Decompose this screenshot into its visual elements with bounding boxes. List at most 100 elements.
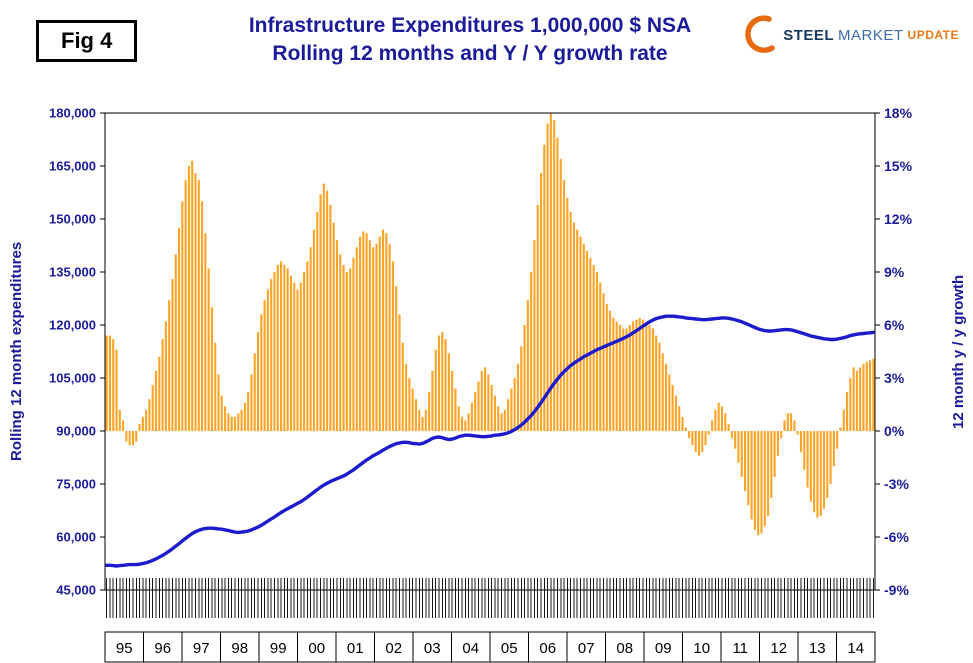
growth-bar bbox=[513, 378, 516, 431]
growth-bar bbox=[869, 360, 872, 431]
growth-bar bbox=[549, 113, 552, 431]
year-label: 10 bbox=[693, 640, 710, 657]
growth-bar bbox=[859, 367, 862, 431]
right-tick-label: 6% bbox=[884, 317, 905, 333]
year-label: 08 bbox=[616, 640, 633, 657]
right-tick-label: 18% bbox=[884, 105, 913, 121]
growth-bar bbox=[526, 300, 529, 431]
growth-bar bbox=[615, 321, 618, 431]
growth-bar bbox=[207, 268, 210, 431]
growth-bar bbox=[799, 431, 803, 453]
logo-swoosh-icon bbox=[745, 15, 775, 53]
right-tick-label: 3% bbox=[884, 370, 905, 386]
left-tick-label: 180,000 bbox=[49, 106, 96, 121]
left-tick-label: 135,000 bbox=[49, 265, 96, 280]
growth-bar bbox=[365, 233, 368, 431]
growth-bar bbox=[813, 431, 816, 513]
growth-bar bbox=[349, 268, 352, 431]
growth-bar bbox=[335, 240, 339, 431]
growth-bar bbox=[632, 321, 635, 431]
year-cell bbox=[643, 631, 683, 663]
growth-bar bbox=[309, 247, 312, 431]
year-label: 02 bbox=[385, 640, 402, 657]
growth-bar bbox=[243, 402, 246, 431]
growth-bar bbox=[441, 332, 444, 431]
growth-bar bbox=[740, 431, 743, 477]
growth-bar bbox=[247, 392, 250, 431]
growth-bar bbox=[158, 356, 161, 431]
growth-bar bbox=[138, 423, 141, 431]
growth-bar bbox=[457, 406, 460, 431]
growth-bar bbox=[388, 243, 391, 431]
growth-bar bbox=[839, 427, 842, 431]
growth-bar bbox=[536, 204, 539, 431]
growth-bar bbox=[566, 197, 569, 431]
left-tick-label: 105,000 bbox=[49, 371, 96, 386]
growth-bar bbox=[760, 431, 763, 534]
growth-bar bbox=[368, 240, 371, 431]
growth-bar bbox=[174, 254, 177, 431]
growth-bar bbox=[806, 431, 809, 488]
growth-bar bbox=[671, 385, 674, 431]
right-tick-label: 9% bbox=[884, 264, 905, 280]
growth-bar bbox=[579, 236, 582, 431]
growth-bar bbox=[628, 325, 631, 431]
growth-bar bbox=[464, 420, 467, 431]
year-label: 09 bbox=[655, 640, 672, 657]
right-tick-label: -3% bbox=[884, 476, 909, 492]
growth-bar bbox=[605, 303, 608, 431]
left-tick-label: 60,000 bbox=[56, 530, 96, 545]
growth-bar bbox=[862, 363, 865, 431]
growth-bar bbox=[418, 409, 421, 431]
growth-bar bbox=[648, 325, 651, 431]
growth-bar bbox=[493, 395, 496, 431]
growth-bar bbox=[428, 392, 431, 431]
chart-title-line1: Infrastructure Expenditures 1,000,000 $ … bbox=[248, 14, 692, 37]
growth-bar bbox=[796, 431, 799, 435]
growth-bar bbox=[822, 431, 826, 509]
growth-bar bbox=[358, 236, 362, 431]
growth-bar bbox=[750, 431, 753, 520]
growth-bar bbox=[855, 370, 858, 431]
logo-word-market: MARKET bbox=[838, 26, 904, 44]
left-tick-label: 165,000 bbox=[49, 159, 96, 174]
year-cell bbox=[682, 631, 722, 663]
growth-bar bbox=[339, 254, 342, 431]
growth-bar bbox=[454, 388, 457, 431]
growth-bar bbox=[233, 416, 237, 431]
growth-bar bbox=[273, 272, 276, 431]
growth-bar bbox=[408, 378, 411, 431]
growth-bar bbox=[641, 319, 645, 431]
right-tick-label: 15% bbox=[884, 158, 913, 174]
growth-bar bbox=[411, 388, 414, 431]
growth-bar bbox=[849, 378, 852, 431]
year-cell bbox=[297, 631, 337, 663]
growth-bar bbox=[224, 406, 227, 431]
growth-bar bbox=[500, 413, 503, 431]
growth-bar bbox=[345, 272, 348, 431]
right-tick-label: 12% bbox=[884, 211, 913, 227]
growth-bar bbox=[164, 321, 167, 431]
year-cell bbox=[528, 631, 568, 663]
expenditures-line bbox=[104, 314, 876, 568]
growth-bar bbox=[530, 272, 533, 431]
growth-bar bbox=[711, 420, 714, 431]
growth-bar bbox=[618, 325, 622, 431]
growth-bar bbox=[720, 406, 724, 431]
growth-bar bbox=[141, 416, 144, 431]
growth-bar bbox=[743, 431, 747, 492]
growth-bar bbox=[681, 416, 684, 431]
growth-bar bbox=[260, 314, 263, 431]
growth-bar bbox=[296, 289, 299, 431]
growth-bar bbox=[773, 431, 776, 477]
growth-bar bbox=[523, 325, 526, 431]
growth-bar bbox=[256, 332, 260, 431]
growth-bar bbox=[355, 247, 358, 431]
growth-bar bbox=[266, 289, 269, 431]
growth-bar bbox=[734, 431, 737, 449]
growth-bar bbox=[845, 392, 849, 431]
growth-bar bbox=[520, 346, 523, 431]
growth-bar bbox=[790, 413, 793, 431]
growth-bar bbox=[697, 431, 701, 456]
